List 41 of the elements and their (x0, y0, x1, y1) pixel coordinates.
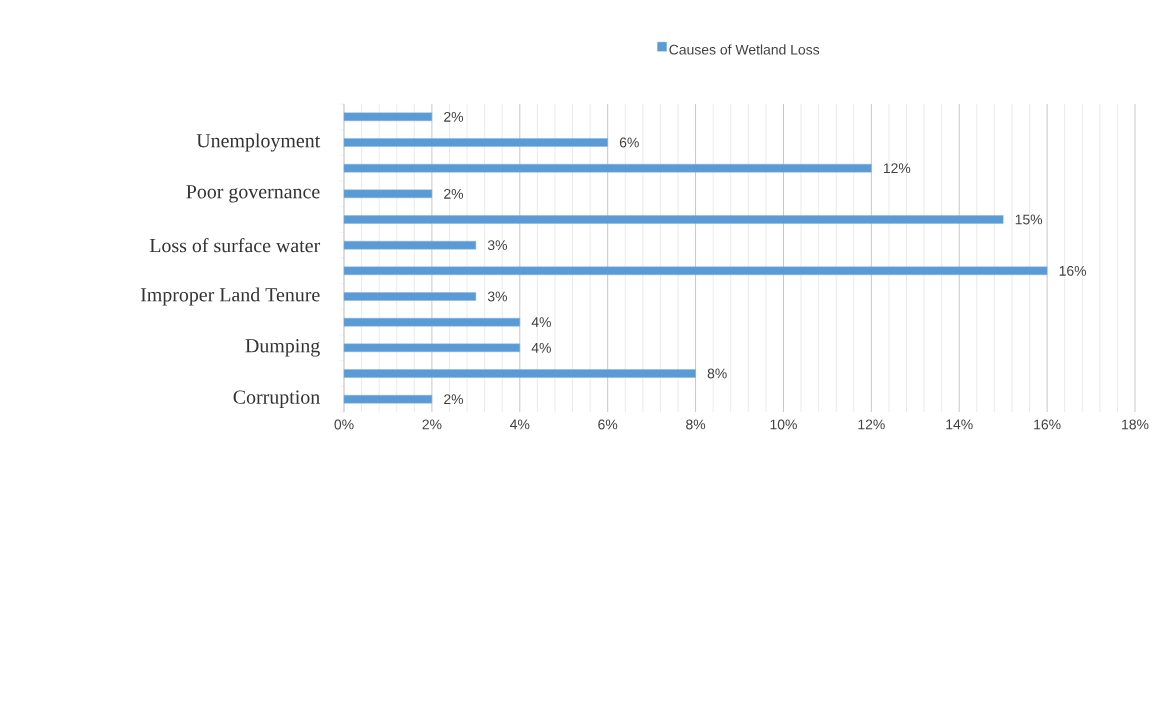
legend-label: Causes of Wetland Loss (669, 44, 820, 55)
data-label: 8% (707, 368, 727, 379)
bar (343, 163, 872, 173)
x-tick-label: 6% (598, 419, 618, 430)
data-label: 16% (1059, 265, 1087, 276)
bar (343, 343, 520, 353)
bar (343, 138, 608, 147)
data-label: 3% (487, 291, 508, 302)
data-label: 2% (444, 188, 464, 199)
bar (343, 266, 1048, 276)
x-tick-label: 4% (510, 419, 530, 430)
bar (343, 317, 520, 327)
data-label: 2% (444, 111, 464, 122)
x-tick-label: 16% (1034, 419, 1061, 430)
bar (343, 292, 477, 301)
bar (343, 189, 433, 199)
x-tick-label: 8% (686, 419, 706, 430)
bar (343, 369, 696, 378)
x-tick-label: 2% (422, 419, 442, 430)
x-tick-label: 0% (334, 419, 354, 430)
bar (343, 112, 433, 122)
y-tick-label: Dumping (245, 339, 320, 357)
data-label: 6% (619, 137, 639, 148)
data-label: 3% (487, 240, 508, 251)
x-tick-label: 18% (1122, 419, 1149, 430)
bar (343, 394, 433, 404)
y-tick-label: Improper Land Tenure (140, 287, 320, 306)
data-label: 4% (531, 317, 551, 328)
x-tick-label: 10% (770, 419, 797, 430)
data-label: 4% (531, 342, 551, 353)
bar (343, 215, 1004, 224)
data-label: 12% (883, 163, 911, 174)
bar (343, 240, 477, 250)
y-tick-label: Loss of surface water (149, 238, 321, 253)
data-label: 2% (444, 394, 464, 405)
x-tick-label: 12% (858, 419, 885, 430)
data-label: 15% (1015, 214, 1043, 225)
y-tick-label: Unemployment (196, 133, 321, 152)
x-tick-label: 14% (946, 419, 973, 430)
y-tick-label: Poor governance (186, 185, 320, 203)
y-tick-label: Corruption (233, 390, 320, 408)
